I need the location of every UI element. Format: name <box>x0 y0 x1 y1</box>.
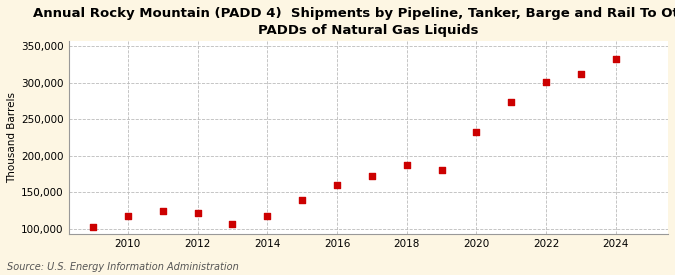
Point <box>367 174 377 178</box>
Point <box>192 211 203 215</box>
Point <box>122 213 133 218</box>
Point <box>401 163 412 167</box>
Point <box>610 57 621 61</box>
Point <box>541 80 551 84</box>
Point <box>471 130 482 134</box>
Point <box>157 208 168 213</box>
Point <box>297 197 308 202</box>
Point <box>227 222 238 227</box>
Point <box>576 72 587 76</box>
Point <box>436 167 447 172</box>
Text: Source: U.S. Energy Information Administration: Source: U.S. Energy Information Administ… <box>7 262 238 271</box>
Y-axis label: Thousand Barrels: Thousand Barrels <box>7 92 17 183</box>
Point <box>88 224 99 229</box>
Title: Annual Rocky Mountain (PADD 4)  Shipments by Pipeline, Tanker, Barge and Rail To: Annual Rocky Mountain (PADD 4) Shipments… <box>33 7 675 37</box>
Point <box>331 183 342 187</box>
Point <box>506 99 516 104</box>
Point <box>262 213 273 218</box>
